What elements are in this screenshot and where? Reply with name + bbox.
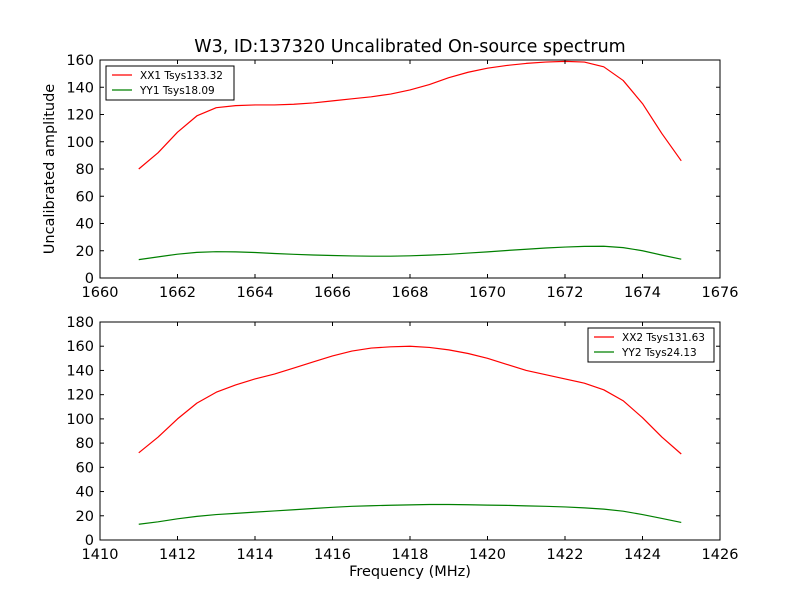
legend-label: XX2 Tsys131.63	[622, 332, 705, 344]
y-tick-label: 0	[85, 271, 94, 287]
legend: XX2 Tsys131.63 YY2 Tsys24.13	[587, 327, 715, 363]
x-tick-label: 1426	[702, 547, 739, 563]
plot-panel-2: 1410 1412 1414 1416 1418 1420 1422 1424 1426 0 20 4…	[66, 315, 738, 580]
y-tick-label: 40	[76, 217, 94, 233]
legend-label: YY1 Tsys18.09	[139, 85, 215, 97]
y-tick-label: 100	[66, 135, 94, 151]
y-tick-label: 180	[66, 315, 94, 331]
y-tick-label: 80	[76, 436, 94, 452]
x-tick-label: 1420	[469, 547, 506, 563]
x-tick-label: 1674	[624, 285, 661, 301]
series-line-xx1	[138, 60, 682, 170]
series-line-xx2	[138, 345, 682, 455]
legend-box	[105, 65, 235, 101]
legend-label: XX1 Tsys133.32	[140, 70, 223, 82]
legend-box	[587, 327, 715, 363]
x-tick-label: 1662	[159, 285, 196, 301]
x-tick-label: 1424	[624, 547, 661, 563]
y-tick-label: 60	[76, 460, 94, 476]
x-tick-label: 1422	[547, 547, 584, 563]
x-tick-label: 1412	[159, 547, 196, 563]
chart-title: W3, ID:137320 Uncalibrated On-source spe…	[194, 37, 625, 57]
x-tick-label: 1666	[314, 285, 351, 301]
y-tick-label: 20	[76, 244, 94, 260]
y-axis-title: Uncalibrated amplitude	[42, 84, 58, 255]
y-tick-label: 100	[66, 412, 94, 428]
y-tick-label: 120	[66, 388, 94, 404]
y-tick-label: 140	[66, 80, 94, 96]
y-tick-label: 40	[76, 485, 94, 501]
x-tick-label: 1416	[314, 547, 351, 563]
x-tick-label: 1668	[392, 285, 429, 301]
y-tick-label: 20	[76, 509, 94, 525]
x-tick-label: 1664	[237, 285, 274, 301]
x-tick-label: 1670	[469, 285, 506, 301]
series-line-yy1	[138, 245, 682, 261]
x-tick-label: 1414	[237, 547, 274, 563]
plot-panel-1: 1660 1662 1664 1666 1668 1670 1672 1674 1676 0 20 4…	[42, 53, 738, 301]
series-line-yy2	[138, 503, 682, 525]
x-tick-label: 1660	[82, 285, 119, 301]
x-tick-label: 1672	[547, 285, 584, 301]
y-tick-label: 160	[66, 339, 94, 355]
y-tick-label: 120	[66, 108, 94, 124]
y-tick-label: 140	[66, 363, 94, 379]
legend-label: YY2 Tsys24.13	[621, 347, 697, 359]
x-axis-title: Frequency (MHz)	[349, 564, 471, 580]
x-tick-label: 1410	[82, 547, 119, 563]
x-tick-label: 1418	[392, 547, 429, 563]
y-tick-label: 0	[85, 533, 94, 549]
legend: XX1 Tsys133.32 YY1 Tsys18.09	[105, 65, 235, 101]
y-tick-label: 80	[76, 162, 94, 178]
x-tick-label: 1676	[702, 285, 739, 301]
y-tick-label: 160	[66, 53, 94, 69]
y-tick-label: 60	[76, 189, 94, 205]
